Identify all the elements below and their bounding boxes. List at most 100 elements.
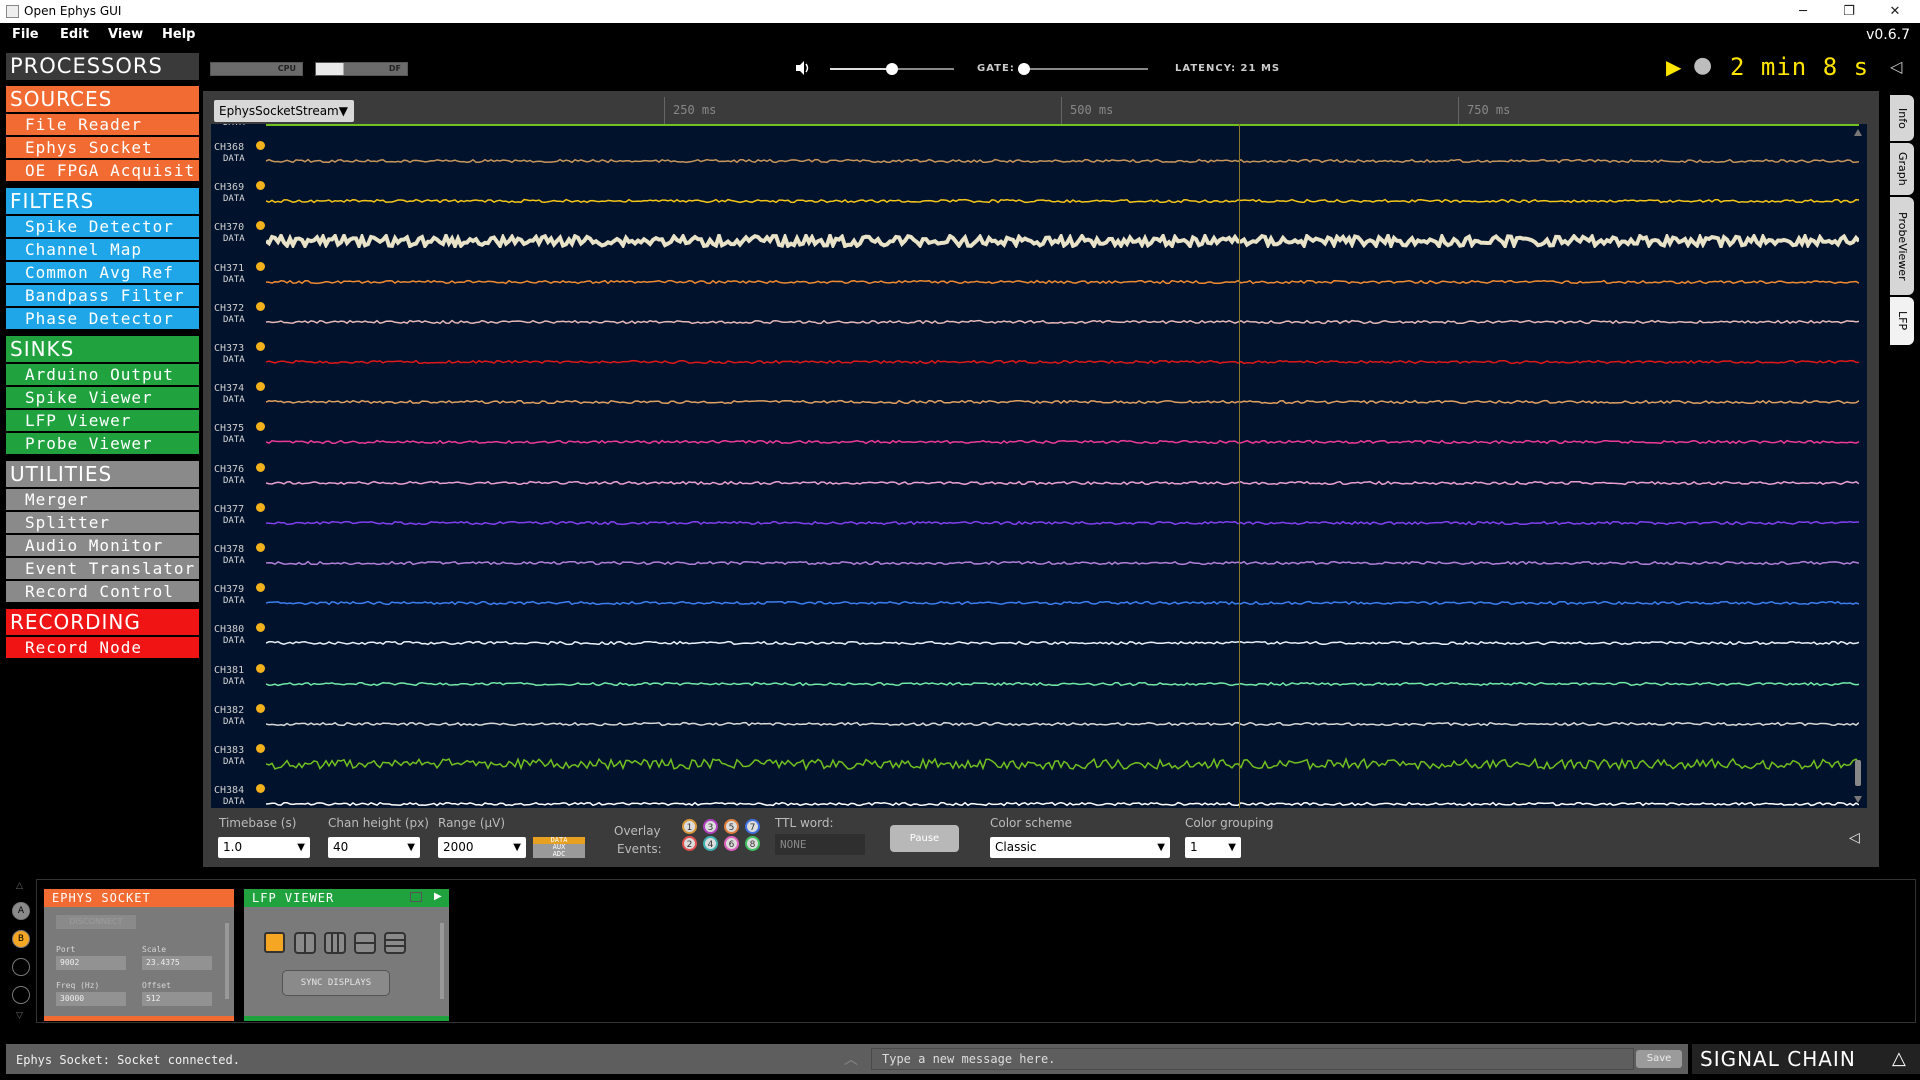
sync-displays-button[interactable]: SYNC DISPLAYS xyxy=(282,970,390,996)
collapse-icon[interactable]: ◁ xyxy=(1890,57,1903,76)
channel-label[interactable]: CH377 xyxy=(214,503,245,515)
window-icon[interactable] xyxy=(410,892,422,902)
disconnect-button[interactable]: DISCONNECT xyxy=(56,915,136,929)
menu-file[interactable]: File xyxy=(12,27,39,42)
stream-dropdown[interactable]: EphysSocketStream ▼ xyxy=(214,100,354,122)
options-collapse-icon[interactable]: ◁ xyxy=(1849,830,1860,846)
chain-tab-empty-1[interactable] xyxy=(12,958,30,976)
chain-tab-empty-2[interactable] xyxy=(12,986,30,1004)
processor-channel-map[interactable]: Channel Map xyxy=(6,239,199,260)
scale-field[interactable]: 23.4375 xyxy=(142,956,212,970)
processor-splitter[interactable]: Splitter xyxy=(6,512,199,533)
processor-event-translator[interactable]: Event Translator xyxy=(6,558,199,579)
processor-arduino-output[interactable]: Arduino Output xyxy=(6,364,199,385)
channel-enable-dot[interactable] xyxy=(256,663,265,673)
chain-scroll-up-icon[interactable]: △ xyxy=(16,881,23,891)
channel-enable-dot[interactable] xyxy=(256,583,265,593)
channel-label[interactable]: CH370 xyxy=(214,222,245,234)
layout-two-row-icon[interactable] xyxy=(354,932,376,954)
event-channel-button[interactable]: 5 xyxy=(724,819,739,834)
event-channel-button[interactable]: 2 xyxy=(682,836,697,851)
range-select[interactable]: 2000 ▼ xyxy=(438,837,526,858)
tab-info[interactable]: Info xyxy=(1890,95,1914,141)
tab-probeviewer[interactable]: ProbeViewer xyxy=(1890,197,1914,295)
category-sinks[interactable]: SINKS xyxy=(6,336,199,362)
tab-graph[interactable]: Graph xyxy=(1890,143,1914,195)
tab-lfp[interactable]: LFP xyxy=(1890,297,1914,345)
channel-label[interactable]: CH380 xyxy=(214,624,245,636)
category-sources[interactable]: SOURCES xyxy=(6,86,199,112)
channel-enable-dot[interactable] xyxy=(256,623,265,633)
color-scheme-select[interactable]: Classic ▼ xyxy=(990,837,1170,858)
layout-three-row-icon[interactable] xyxy=(384,932,406,954)
category-utilities[interactable]: UTILITIES xyxy=(6,461,199,487)
processor-spike-viewer[interactable]: Spike Viewer xyxy=(6,387,199,408)
channel-label[interactable]: CH369 xyxy=(214,182,245,194)
channel-label[interactable]: CH374 xyxy=(214,383,245,395)
event-channel-button[interactable]: 3 xyxy=(703,819,718,834)
channel-label[interactable]: CH381 xyxy=(214,664,245,676)
record-button[interactable]: ● xyxy=(1693,53,1713,78)
processor-phase-detector[interactable]: Phase Detector xyxy=(6,308,199,329)
channel-label[interactable]: CH382 xyxy=(214,704,245,716)
channel-enable-dot[interactable] xyxy=(256,784,265,794)
editor-scrollbar[interactable] xyxy=(440,923,444,999)
channel-enable-dot[interactable] xyxy=(256,221,265,231)
gate-slider[interactable] xyxy=(1024,68,1148,70)
processor-record-control[interactable]: Record Control xyxy=(6,581,199,602)
vertical-scrollbar[interactable] xyxy=(1853,126,1863,806)
chan-height-select[interactable]: 40 ▼ xyxy=(328,837,420,858)
processor-oe-fpga[interactable]: OE FPGA Acquisit xyxy=(6,160,199,181)
channel-enable-dot[interactable] xyxy=(256,342,265,351)
channel-enable-dot[interactable] xyxy=(256,744,265,753)
processor-spike-detector[interactable]: Spike Detector xyxy=(6,216,199,237)
channel-enable-dot[interactable] xyxy=(256,543,265,552)
processor-probe-viewer[interactable]: Probe Viewer xyxy=(6,433,199,454)
menu-view[interactable]: View xyxy=(108,27,144,42)
processor-file-reader[interactable]: File Reader xyxy=(6,114,199,135)
channel-label[interactable]: CH379 xyxy=(214,584,245,596)
event-channel-button[interactable]: 4 xyxy=(703,836,718,851)
channel-enable-dot[interactable] xyxy=(256,301,265,311)
play-button[interactable]: ▶ xyxy=(1666,55,1682,79)
channel-enable-dot[interactable] xyxy=(256,703,265,713)
layout-three-column-icon[interactable] xyxy=(324,932,346,954)
chain-tab-b[interactable]: B xyxy=(12,930,30,948)
timebase-select[interactable]: 1.0 ▼ xyxy=(218,837,310,858)
layout-single-icon[interactable] xyxy=(264,932,285,953)
processor-common-avg-ref[interactable]: Common Avg Ref xyxy=(6,262,199,283)
processor-bandpass-filter[interactable]: Bandpass Filter xyxy=(6,285,199,306)
offset-field[interactable]: 512 xyxy=(142,992,212,1006)
type-adc-button[interactable]: ADC xyxy=(533,851,585,858)
editor-scrollbar[interactable] xyxy=(225,923,229,999)
channel-enable-dot[interactable] xyxy=(256,382,265,392)
channel-enable-dot[interactable] xyxy=(256,261,265,271)
clock-display[interactable]: 2 min 8 s xyxy=(1730,53,1870,81)
processor-record-node[interactable]: Record Node xyxy=(6,637,199,658)
channel-enable-dot[interactable] xyxy=(256,462,265,472)
event-channel-button[interactable]: 8 xyxy=(745,836,760,851)
menu-help[interactable]: Help xyxy=(162,27,196,42)
signal-chain-toggle[interactable]: SIGNAL CHAIN △ xyxy=(1692,1044,1920,1074)
channel-enable-dot[interactable] xyxy=(256,141,265,150)
category-recording[interactable]: RECORDING xyxy=(6,609,199,635)
layout-two-column-icon[interactable] xyxy=(294,932,316,954)
type-data-button[interactable]: DATA xyxy=(533,837,585,844)
channel-label[interactable]: CH378 xyxy=(214,544,245,555)
channel-label[interactable]: CH376 xyxy=(214,463,245,475)
channel-label[interactable]: CH375 xyxy=(214,423,245,435)
message-input[interactable]: Type a new message here. xyxy=(871,1048,1634,1070)
processor-ephys-socket[interactable]: Ephys Socket xyxy=(6,137,199,158)
processors-header[interactable]: PROCESSORS xyxy=(6,53,199,80)
minimize-button[interactable]: ─ xyxy=(1799,4,1807,19)
volume-slider-knob[interactable] xyxy=(886,63,898,75)
event-channel-button[interactable]: 1 xyxy=(682,819,697,834)
expand-icon[interactable]: ▶ xyxy=(434,891,442,902)
color-grouping-select[interactable]: 1 ▼ xyxy=(1185,837,1241,858)
message-history-icon[interactable]: ︿ xyxy=(844,1052,858,1068)
channel-label[interactable]: CH383 xyxy=(214,745,245,756)
processor-audio-monitor[interactable]: Audio Monitor xyxy=(6,535,199,556)
event-channel-button[interactable]: 7 xyxy=(745,819,760,834)
gate-slider-knob[interactable] xyxy=(1018,63,1030,75)
channel-label[interactable]: CH384 xyxy=(214,785,245,797)
